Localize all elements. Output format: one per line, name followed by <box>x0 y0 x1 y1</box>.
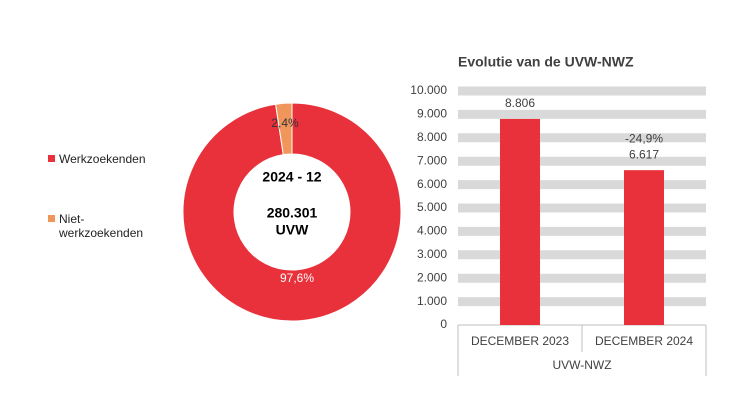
center-label: UVW <box>276 222 309 238</box>
center-label: 280.301 <box>267 205 318 221</box>
y-tick-label: 8.000 <box>417 130 447 144</box>
legend-item: Niet-werkzoekenden <box>48 212 158 240</box>
annotation: -24,9% <box>625 131 663 145</box>
y-tick-label: 1.000 <box>417 294 447 308</box>
data-label: 97,6% <box>280 271 314 285</box>
legend-swatch <box>48 215 55 222</box>
data-label: 8.806 <box>505 96 535 110</box>
y-tick-label: 2.000 <box>417 270 447 284</box>
x-group-label: UVW-NWZ <box>552 358 611 372</box>
donut-slice <box>182 102 402 322</box>
data-label: 2,4% <box>271 116 299 130</box>
bar <box>500 118 540 325</box>
y-tick-label: 3.000 <box>417 247 447 261</box>
y-tick-label: 9.000 <box>417 107 447 121</box>
data-label: 6.617 <box>629 147 659 161</box>
donut-slice <box>275 102 293 156</box>
y-tick-label: 5.000 <box>417 200 447 214</box>
y-tick-label: 4.000 <box>417 224 447 238</box>
y-tick-label: 6.000 <box>417 177 447 191</box>
y-tick-label: 0 <box>440 317 447 331</box>
bar <box>624 170 664 325</box>
legend-item: Werkzoekenden <box>48 152 168 166</box>
y-tick-label: 7.000 <box>417 153 447 167</box>
center-label: 2024 - 12 <box>262 169 321 185</box>
chart-title: Evolutie van de UVW-NWZ <box>458 54 634 70</box>
legend-swatch <box>48 155 55 162</box>
x-tick-label: DECEMBER 2024 <box>595 334 693 348</box>
legend-label: Werkzoekenden <box>59 152 146 166</box>
y-tick-label: 10.000 <box>410 83 447 97</box>
x-tick-label: DECEMBER 2023 <box>471 334 569 348</box>
legend-label: Niet-werkzoekenden <box>59 212 144 240</box>
